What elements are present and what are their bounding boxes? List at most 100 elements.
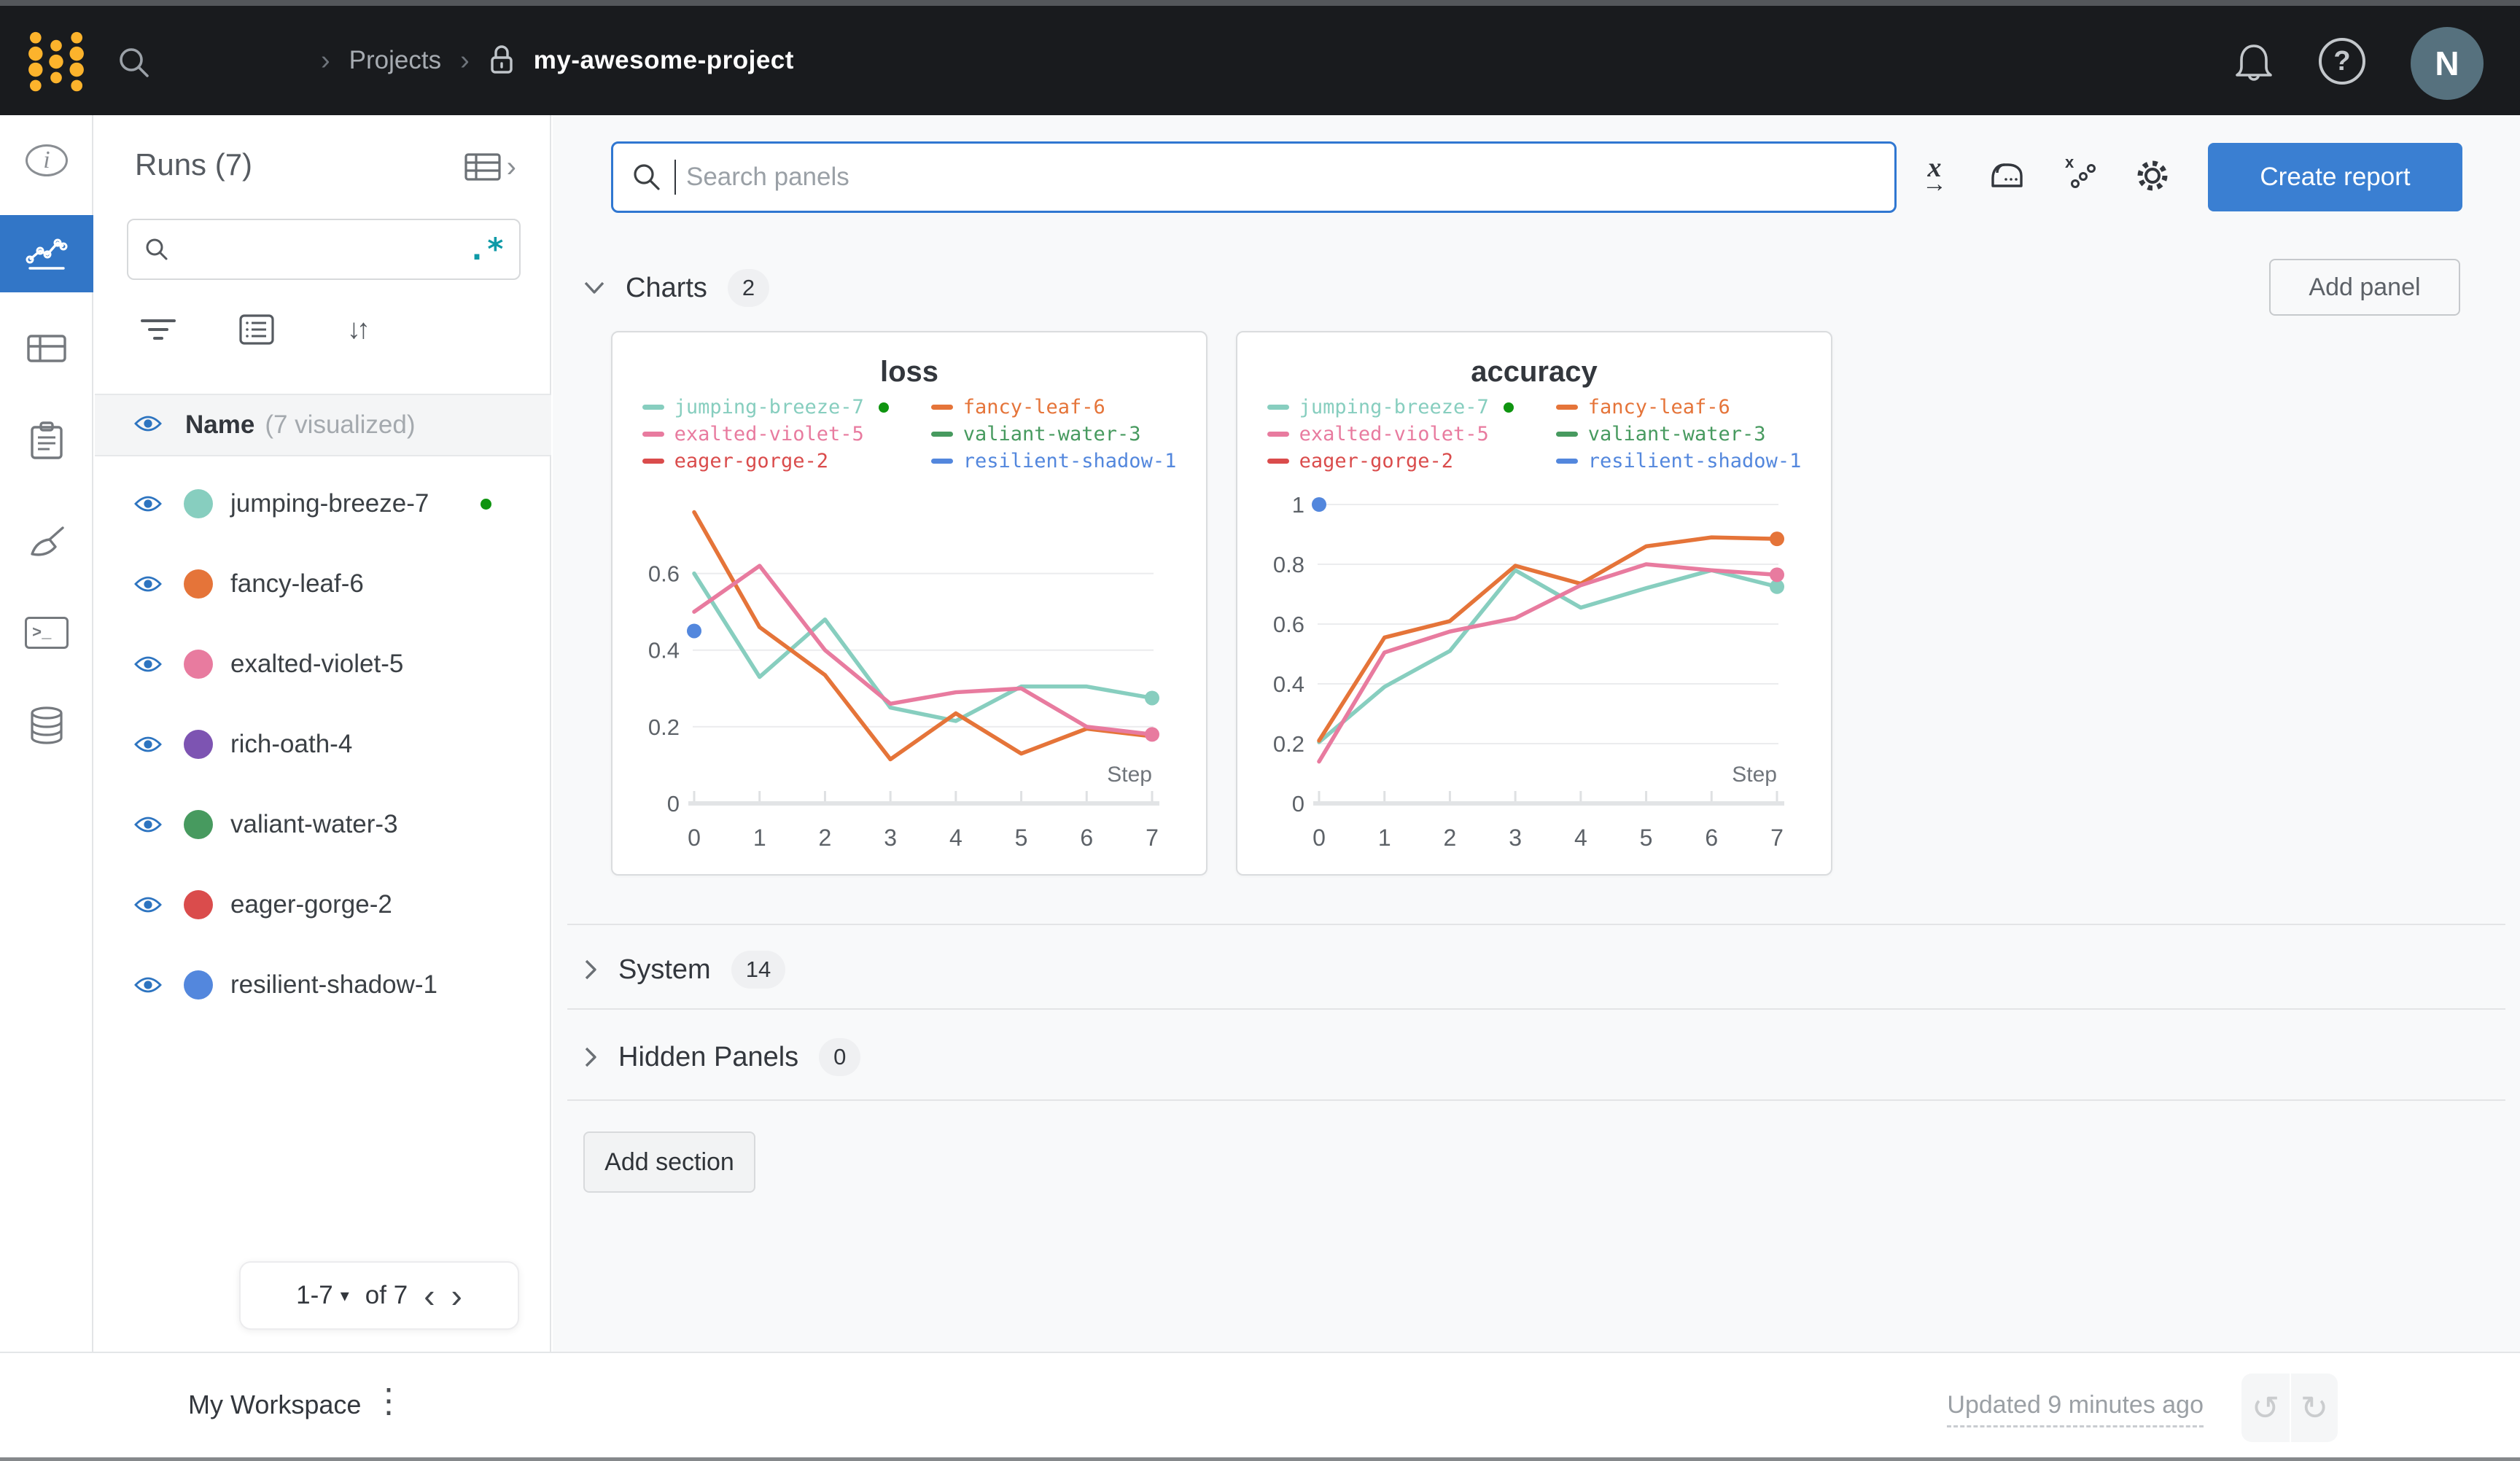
rail-item-artifacts[interactable] xyxy=(0,687,93,765)
rail-item-jobs[interactable] xyxy=(0,403,93,480)
sort-button[interactable]: ↓↑ xyxy=(333,306,380,353)
notifications-bell-icon[interactable] xyxy=(2231,39,2276,84)
x-axis-icon: x → xyxy=(1922,152,1947,198)
wandb-logo[interactable] xyxy=(22,26,90,95)
info-icon: i xyxy=(26,144,68,176)
run-row[interactable]: resilient-shadow-1 xyxy=(95,945,551,1025)
x-axis-settings-button[interactable]: x → xyxy=(1910,152,1959,200)
rail-item-workspace-charts[interactable] xyxy=(0,215,93,292)
run-row[interactable]: jumping-breeze-7 xyxy=(95,464,551,544)
svg-text:3: 3 xyxy=(1509,825,1522,851)
eye-icon[interactable] xyxy=(134,413,162,437)
svg-text:0.2: 0.2 xyxy=(1273,731,1304,757)
eye-icon[interactable] xyxy=(134,654,162,674)
eye-icon[interactable] xyxy=(134,574,162,594)
line-chart-icon xyxy=(26,238,68,270)
avatar-initial: N xyxy=(2435,44,2459,82)
chevron-right-icon: › xyxy=(506,150,516,183)
eye-icon[interactable] xyxy=(134,895,162,915)
redo-button[interactable]: ↻ xyxy=(2290,1374,2338,1442)
svg-text:5: 5 xyxy=(1015,825,1028,851)
eye-icon[interactable] xyxy=(134,814,162,835)
legend-item: eager-gorge-2 xyxy=(1267,450,1514,472)
section-divider xyxy=(567,1008,2505,1010)
workspace-settings-button[interactable] xyxy=(2128,152,2177,200)
eye-icon[interactable] xyxy=(134,413,162,434)
chevron-down-icon xyxy=(584,281,604,294)
eye-icon[interactable] xyxy=(134,734,162,755)
breadcrumb-projects[interactable]: Projects xyxy=(349,46,442,74)
updated-timestamp[interactable]: Updated 9 minutes ago xyxy=(1947,1391,2204,1427)
smoothing-button[interactable] xyxy=(1983,152,2031,200)
eye-icon[interactable] xyxy=(134,975,162,995)
prev-page-button[interactable]: ‹ xyxy=(424,1277,435,1314)
section-label: System xyxy=(618,954,711,985)
run-row[interactable]: fancy-leaf-6 xyxy=(95,544,551,624)
table-icon xyxy=(464,153,501,181)
add-panel-button[interactable]: Add panel xyxy=(2269,259,2460,316)
section-header-system[interactable]: System 14 xyxy=(583,942,786,997)
svg-text:0.8: 0.8 xyxy=(1273,552,1304,577)
breadcrumb-project-name[interactable]: my-awesome-project xyxy=(533,46,794,74)
run-row[interactable]: rich-oath-4 xyxy=(95,704,551,784)
run-color-dot xyxy=(184,810,213,839)
page-range[interactable]: 1-7 xyxy=(296,1281,333,1309)
section-header-hidden-panels[interactable]: Hidden Panels 0 xyxy=(583,1029,861,1085)
section-divider xyxy=(567,924,2505,925)
chart-panel-accuracy[interactable]: accuracy jumping-breeze-7 fancy-leaf-6 exa… xyxy=(1236,331,1832,876)
runs-search-input[interactable] xyxy=(182,235,468,263)
run-color-dot xyxy=(184,890,213,919)
run-row[interactable]: valiant-water-3 xyxy=(95,784,551,865)
panel-search-input[interactable] xyxy=(686,163,1877,192)
user-avatar[interactable]: N xyxy=(2411,27,2484,100)
legend-item: fancy-leaf-6 xyxy=(930,396,1177,418)
svg-text:6: 6 xyxy=(1705,825,1718,851)
run-name: rich-oath-4 xyxy=(230,730,353,758)
rail-item-sweeps[interactable] xyxy=(0,503,93,580)
global-search-icon[interactable] xyxy=(114,42,155,83)
legend-item: eager-gorge-2 xyxy=(642,450,889,472)
section-label: Charts xyxy=(626,272,707,303)
sort-icon: ↓↑ xyxy=(347,313,370,345)
svg-text:7: 7 xyxy=(1770,825,1784,851)
section-count-badge: 14 xyxy=(731,951,786,989)
undo-button[interactable]: ↺ xyxy=(2251,1389,2280,1427)
outliers-button[interactable]: x xyxy=(2056,152,2104,200)
run-row[interactable]: eager-gorge-2 xyxy=(95,865,551,945)
add-section-button[interactable]: Add section xyxy=(583,1131,755,1193)
create-report-button[interactable]: Create report xyxy=(2208,143,2462,211)
rail-item-runs-table[interactable] xyxy=(0,310,93,387)
svg-text:1: 1 xyxy=(1378,825,1391,851)
chevron-right-icon xyxy=(585,959,596,980)
help-icon[interactable]: ? xyxy=(2319,38,2365,85)
svg-text:3: 3 xyxy=(884,825,897,851)
runs-search-box: .* xyxy=(127,219,521,280)
run-row[interactable]: exalted-violet-5 xyxy=(95,624,551,704)
filter-button[interactable] xyxy=(135,306,182,353)
eye-icon[interactable] xyxy=(134,494,162,514)
search-icon xyxy=(146,238,168,260)
section-count-badge: 2 xyxy=(727,269,770,307)
regex-toggle[interactable]: .* xyxy=(467,231,505,267)
legend-item: exalted-violet-5 xyxy=(642,423,889,445)
next-page-button[interactable]: › xyxy=(451,1277,462,1314)
run-color-dot xyxy=(184,970,213,1000)
section-header-charts[interactable]: Charts 2 xyxy=(583,260,770,316)
rail-item-logs[interactable]: >_ xyxy=(0,594,93,671)
rail-item-overview[interactable]: i xyxy=(0,122,93,199)
chart-panel-loss[interactable]: loss jumping-breeze-7 fancy-leaf-6 exalted… xyxy=(611,331,1208,876)
run-list: jumping-breeze-7 fancy-leaf-6 exalted-viol… xyxy=(95,464,551,1025)
chevron-down-icon[interactable]: ▾ xyxy=(340,1285,349,1306)
kebab-menu-icon[interactable]: ⋮ xyxy=(372,1382,405,1419)
run-running-indicator xyxy=(481,498,491,510)
svg-text:0: 0 xyxy=(688,825,701,851)
runs-table-expand-button[interactable]: › xyxy=(463,150,516,184)
runs-name-header[interactable]: Name (7 visualized) xyxy=(95,394,551,456)
svg-text:Step: Step xyxy=(1732,763,1777,787)
workspace-main: x → x Create report Charts 2 Add panel xyxy=(553,115,2520,1352)
group-button[interactable] xyxy=(233,306,280,353)
breadcrumb-chevron-icon: › xyxy=(460,44,470,76)
breadcrumb: › Projects › my-awesome-project xyxy=(321,6,794,115)
legend-item: resilient-shadow-1 xyxy=(930,450,1176,472)
svg-text:0: 0 xyxy=(1312,825,1326,851)
